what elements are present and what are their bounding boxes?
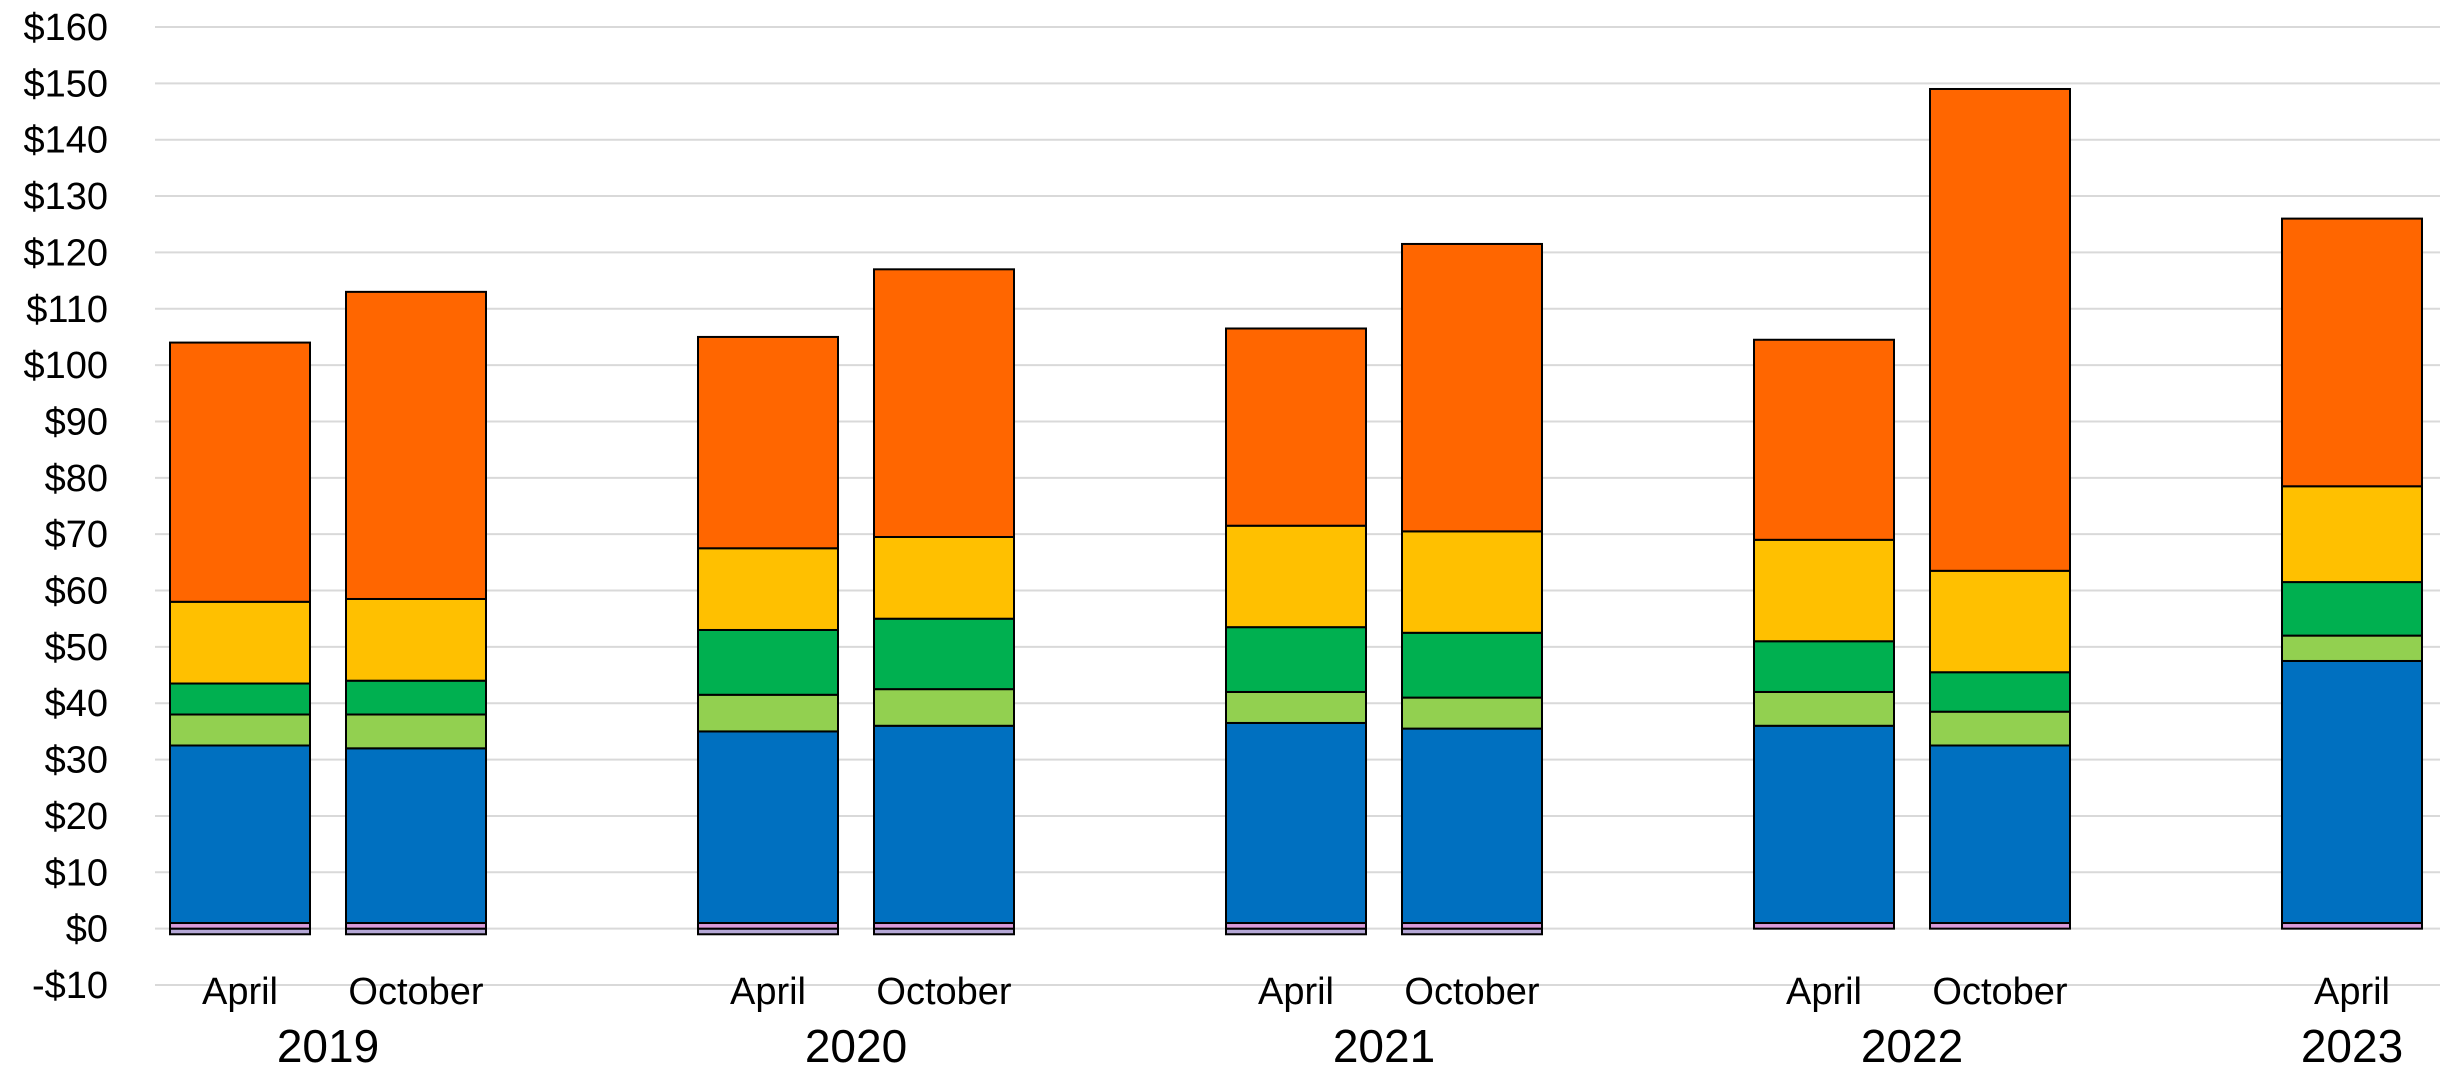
x-tick-label-month: October xyxy=(1404,971,1540,1013)
bar-segment xyxy=(2281,581,2423,637)
y-tick-label: $130 xyxy=(23,176,108,218)
y-tick-label: $40 xyxy=(45,683,108,725)
x-tick-label-month: October xyxy=(348,971,484,1013)
bar-segment xyxy=(697,628,839,696)
bar-segment xyxy=(1225,327,1367,527)
bar-stack xyxy=(697,335,839,936)
bar-segment xyxy=(1401,727,1543,925)
y-tick-label: $140 xyxy=(23,120,108,162)
bars xyxy=(169,87,2423,936)
y-tick-label: $60 xyxy=(45,571,108,613)
y-tick-label: $160 xyxy=(23,7,108,49)
bar-segment xyxy=(1929,671,2071,713)
bar-stack xyxy=(2281,217,2423,930)
bar-segment xyxy=(1225,690,1367,724)
bar-stack xyxy=(1225,327,1367,936)
y-tick-label: $0 xyxy=(66,909,108,951)
bar-stack xyxy=(1929,87,2071,930)
x-tick-label-month: October xyxy=(1932,971,2068,1013)
x-group-label-year: 2023 xyxy=(2301,1020,2403,1070)
bar-segment xyxy=(345,713,487,750)
bar-segment xyxy=(2281,634,2423,662)
bar-segment xyxy=(1401,530,1543,634)
bar-segment xyxy=(1753,338,1895,541)
bar-segment xyxy=(873,724,1015,925)
bar-segment xyxy=(345,679,487,716)
bar-segment xyxy=(345,290,487,600)
bar-segment xyxy=(169,744,311,925)
y-tick-label: $50 xyxy=(45,627,108,669)
bar-segment xyxy=(697,335,839,550)
y-tick-label: $90 xyxy=(45,401,108,443)
bar-segment xyxy=(1401,631,1543,699)
y-tick-label: $110 xyxy=(26,289,108,331)
bar-segment xyxy=(1225,524,1367,629)
y-tick-label: $100 xyxy=(23,345,108,387)
bar-segment xyxy=(345,597,487,682)
bar-segment xyxy=(2281,659,2423,925)
y-tick-label: $150 xyxy=(23,63,108,105)
bar-segment xyxy=(1753,690,1895,727)
bar-segment xyxy=(2281,217,2423,488)
bar-segment xyxy=(1929,710,2071,747)
y-tick-label: $30 xyxy=(45,740,108,782)
bar-segment xyxy=(169,713,311,747)
y-tick-label: $70 xyxy=(45,514,108,556)
bar-segment xyxy=(873,268,1015,538)
bar-segment xyxy=(1929,744,2071,925)
bar-segment xyxy=(873,535,1015,620)
x-group-label-year: 2022 xyxy=(1861,1020,1963,1070)
x-tick-label-month: April xyxy=(2314,971,2390,1013)
bar-segment xyxy=(1401,696,1543,730)
bar-segment xyxy=(2281,485,2423,584)
x-tick-label-month: April xyxy=(730,971,806,1013)
x-axis-labels: April October 2019 April October 2020 April Oct… xyxy=(202,971,2403,1070)
x-group-label-year: 2021 xyxy=(1333,1020,1435,1070)
x-tick-label-month: October xyxy=(876,971,1012,1013)
bar-segment xyxy=(1753,640,1895,693)
y-tick-label: $80 xyxy=(45,458,108,500)
y-tick-label: -$10 xyxy=(32,965,108,1007)
bar-segment xyxy=(169,682,311,716)
x-tick-label-month: April xyxy=(202,971,278,1013)
bar-stack xyxy=(169,341,311,936)
y-tick-label: $10 xyxy=(45,852,108,894)
bar-stack xyxy=(1401,242,1543,936)
bar-segment xyxy=(1753,724,1895,925)
bar-segment xyxy=(169,341,311,603)
bar-segment xyxy=(1225,626,1367,693)
bar-segment xyxy=(1401,242,1543,533)
bar-segment xyxy=(697,693,839,733)
x-tick-label-month: April xyxy=(1258,971,1334,1013)
y-tick-label: $20 xyxy=(45,796,108,838)
bar-segment xyxy=(697,730,839,925)
bar-stack xyxy=(873,268,1015,936)
x-tick-label-month: April xyxy=(1786,971,1862,1013)
y-tick-label: $120 xyxy=(23,232,108,274)
bar-stack xyxy=(345,290,487,936)
bar-segment xyxy=(345,747,487,925)
bar-stack xyxy=(1753,338,1895,930)
x-group-label-year: 2019 xyxy=(277,1020,379,1070)
bar-segment xyxy=(697,547,839,631)
bar-segment xyxy=(873,617,1015,691)
bar-segment xyxy=(1929,87,2071,572)
bar-segment xyxy=(1929,569,2071,674)
bar-segment xyxy=(169,600,311,685)
x-group-label-year: 2020 xyxy=(805,1020,907,1070)
bar-segment xyxy=(1753,538,1895,643)
bar-segment xyxy=(1225,721,1367,925)
bar-segment xyxy=(873,688,1015,727)
y-axis-ticks: -$10 $0 $10 $20 $30 $40 $50 $60 $70 $80 $90 $100 $11… xyxy=(23,7,108,1007)
